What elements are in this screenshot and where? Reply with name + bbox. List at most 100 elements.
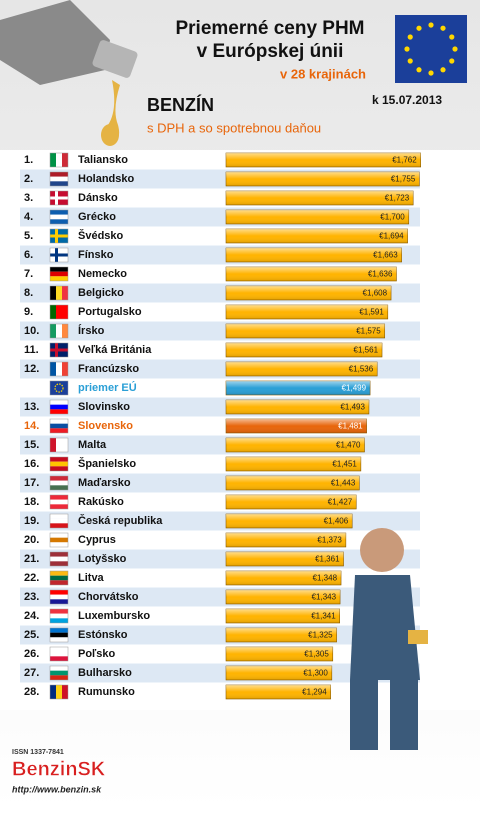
- rank: 6.: [24, 249, 33, 261]
- flag-stripe: [50, 537, 68, 543]
- country-name: Malta: [78, 439, 107, 451]
- flag-border: [49, 684, 69, 700]
- flag-stripe: [56, 362, 62, 376]
- flag-stripe: [50, 580, 68, 585]
- flag-stripe: [50, 461, 68, 467]
- star: [440, 25, 446, 31]
- country-name: Írsko: [78, 324, 105, 337]
- flag-stripe: [50, 552, 68, 557]
- country-name: Španielsko: [78, 457, 136, 470]
- value-label: €1,294: [302, 688, 327, 697]
- flag-stripe: [50, 533, 68, 538]
- flag-border: [49, 323, 69, 339]
- flag-stripe: [56, 305, 62, 319]
- flag-stripe: [50, 362, 56, 376]
- star: [449, 34, 455, 40]
- rank: 11.: [24, 344, 39, 356]
- value-label: €1,451: [332, 460, 357, 469]
- flag-stripe: [50, 438, 56, 452]
- value-label: €1,700: [380, 213, 405, 222]
- bar-sheen: [226, 514, 353, 528]
- star: [416, 67, 422, 73]
- value-label: €1,561: [354, 346, 379, 355]
- flag-border: [49, 513, 69, 529]
- flag-stripe: [62, 362, 68, 376]
- rank: 28.: [24, 686, 39, 698]
- flag-stripe: [62, 305, 68, 319]
- flag-stripe: [50, 153, 56, 167]
- bar-sheen: [226, 248, 402, 262]
- value-label: €1,427: [328, 498, 353, 507]
- country-name: Taliansko: [78, 154, 128, 166]
- star: [416, 25, 422, 31]
- bar-sheen: [226, 191, 414, 205]
- flag-stripe: [62, 324, 68, 338]
- country-name: Maďarsko: [78, 477, 131, 489]
- value-label: €1,341: [311, 612, 336, 621]
- flag-stripe: [50, 647, 68, 652]
- flag-stripe: [50, 457, 68, 462]
- flag-stripe: [50, 476, 68, 481]
- country-name: Portugalsko: [78, 306, 142, 318]
- country-name: Grécko: [78, 211, 116, 223]
- country-name: Holandsko: [78, 173, 135, 185]
- flag-border: [49, 266, 69, 282]
- rank: 26.: [24, 648, 39, 660]
- value-label: €1,348: [313, 574, 338, 583]
- country-name: Litva: [78, 572, 105, 584]
- fuel-nozzle: [0, 0, 138, 146]
- flag-border: [49, 399, 69, 415]
- bar-sheen: [226, 495, 357, 509]
- flag-stripe: [62, 153, 68, 167]
- value-label: €1,723: [385, 194, 410, 203]
- flag-stripe: [62, 438, 68, 452]
- flag-cross: [50, 253, 68, 257]
- flag-stripe: [50, 181, 68, 186]
- country-name: Dánsko: [78, 192, 118, 204]
- value-label: €1,663: [373, 251, 398, 260]
- country-name: Francúzsko: [78, 363, 139, 375]
- country-name: Slovinsko: [78, 401, 130, 413]
- flag-stripe: [50, 613, 68, 619]
- rank: 14.: [24, 420, 39, 432]
- flag-stripe: [50, 618, 68, 623]
- flag-stripe: [50, 176, 68, 182]
- flag-stripe: [50, 599, 68, 604]
- flag-border: [49, 380, 69, 396]
- flag-border: [49, 228, 69, 244]
- flag-stripe: [50, 523, 68, 528]
- flag-cross: [50, 196, 68, 200]
- issn: ISSN 1337-7841: [12, 749, 64, 756]
- bar-sheen: [226, 571, 342, 585]
- url: http://www.benzin.sk: [12, 784, 102, 794]
- flag-border: [49, 589, 69, 605]
- bar-sheen: [226, 647, 333, 661]
- flag-stripe: [50, 495, 68, 500]
- flag-border: [49, 608, 69, 624]
- bar-sheen: [226, 438, 365, 452]
- rank: 7.: [24, 268, 33, 280]
- rank: 4.: [24, 211, 33, 223]
- flag-border: [49, 646, 69, 662]
- flag-stripe: [50, 423, 68, 429]
- flag-border: [49, 456, 69, 472]
- country-name: Luxembursko: [78, 610, 150, 622]
- flag-border: [49, 304, 69, 320]
- flag-stripe: [50, 542, 68, 547]
- value-label: €1,636: [368, 270, 393, 279]
- flag-border: [49, 247, 69, 263]
- value-label: €1,481: [338, 422, 363, 431]
- country-name: Česká republika: [78, 514, 163, 527]
- flag-stripe: [56, 685, 62, 699]
- flag-stripe: [62, 286, 68, 300]
- bar-sheen: [226, 400, 369, 414]
- flag-stripe: [50, 276, 68, 281]
- bar-sheen: [226, 362, 378, 376]
- bar-sheen: [226, 343, 383, 357]
- flag-border: [49, 665, 69, 681]
- flag-stripe: [50, 219, 68, 224]
- rank: 12.: [24, 363, 39, 375]
- star: [428, 70, 434, 76]
- star: [440, 67, 446, 73]
- flag-border: [49, 437, 69, 453]
